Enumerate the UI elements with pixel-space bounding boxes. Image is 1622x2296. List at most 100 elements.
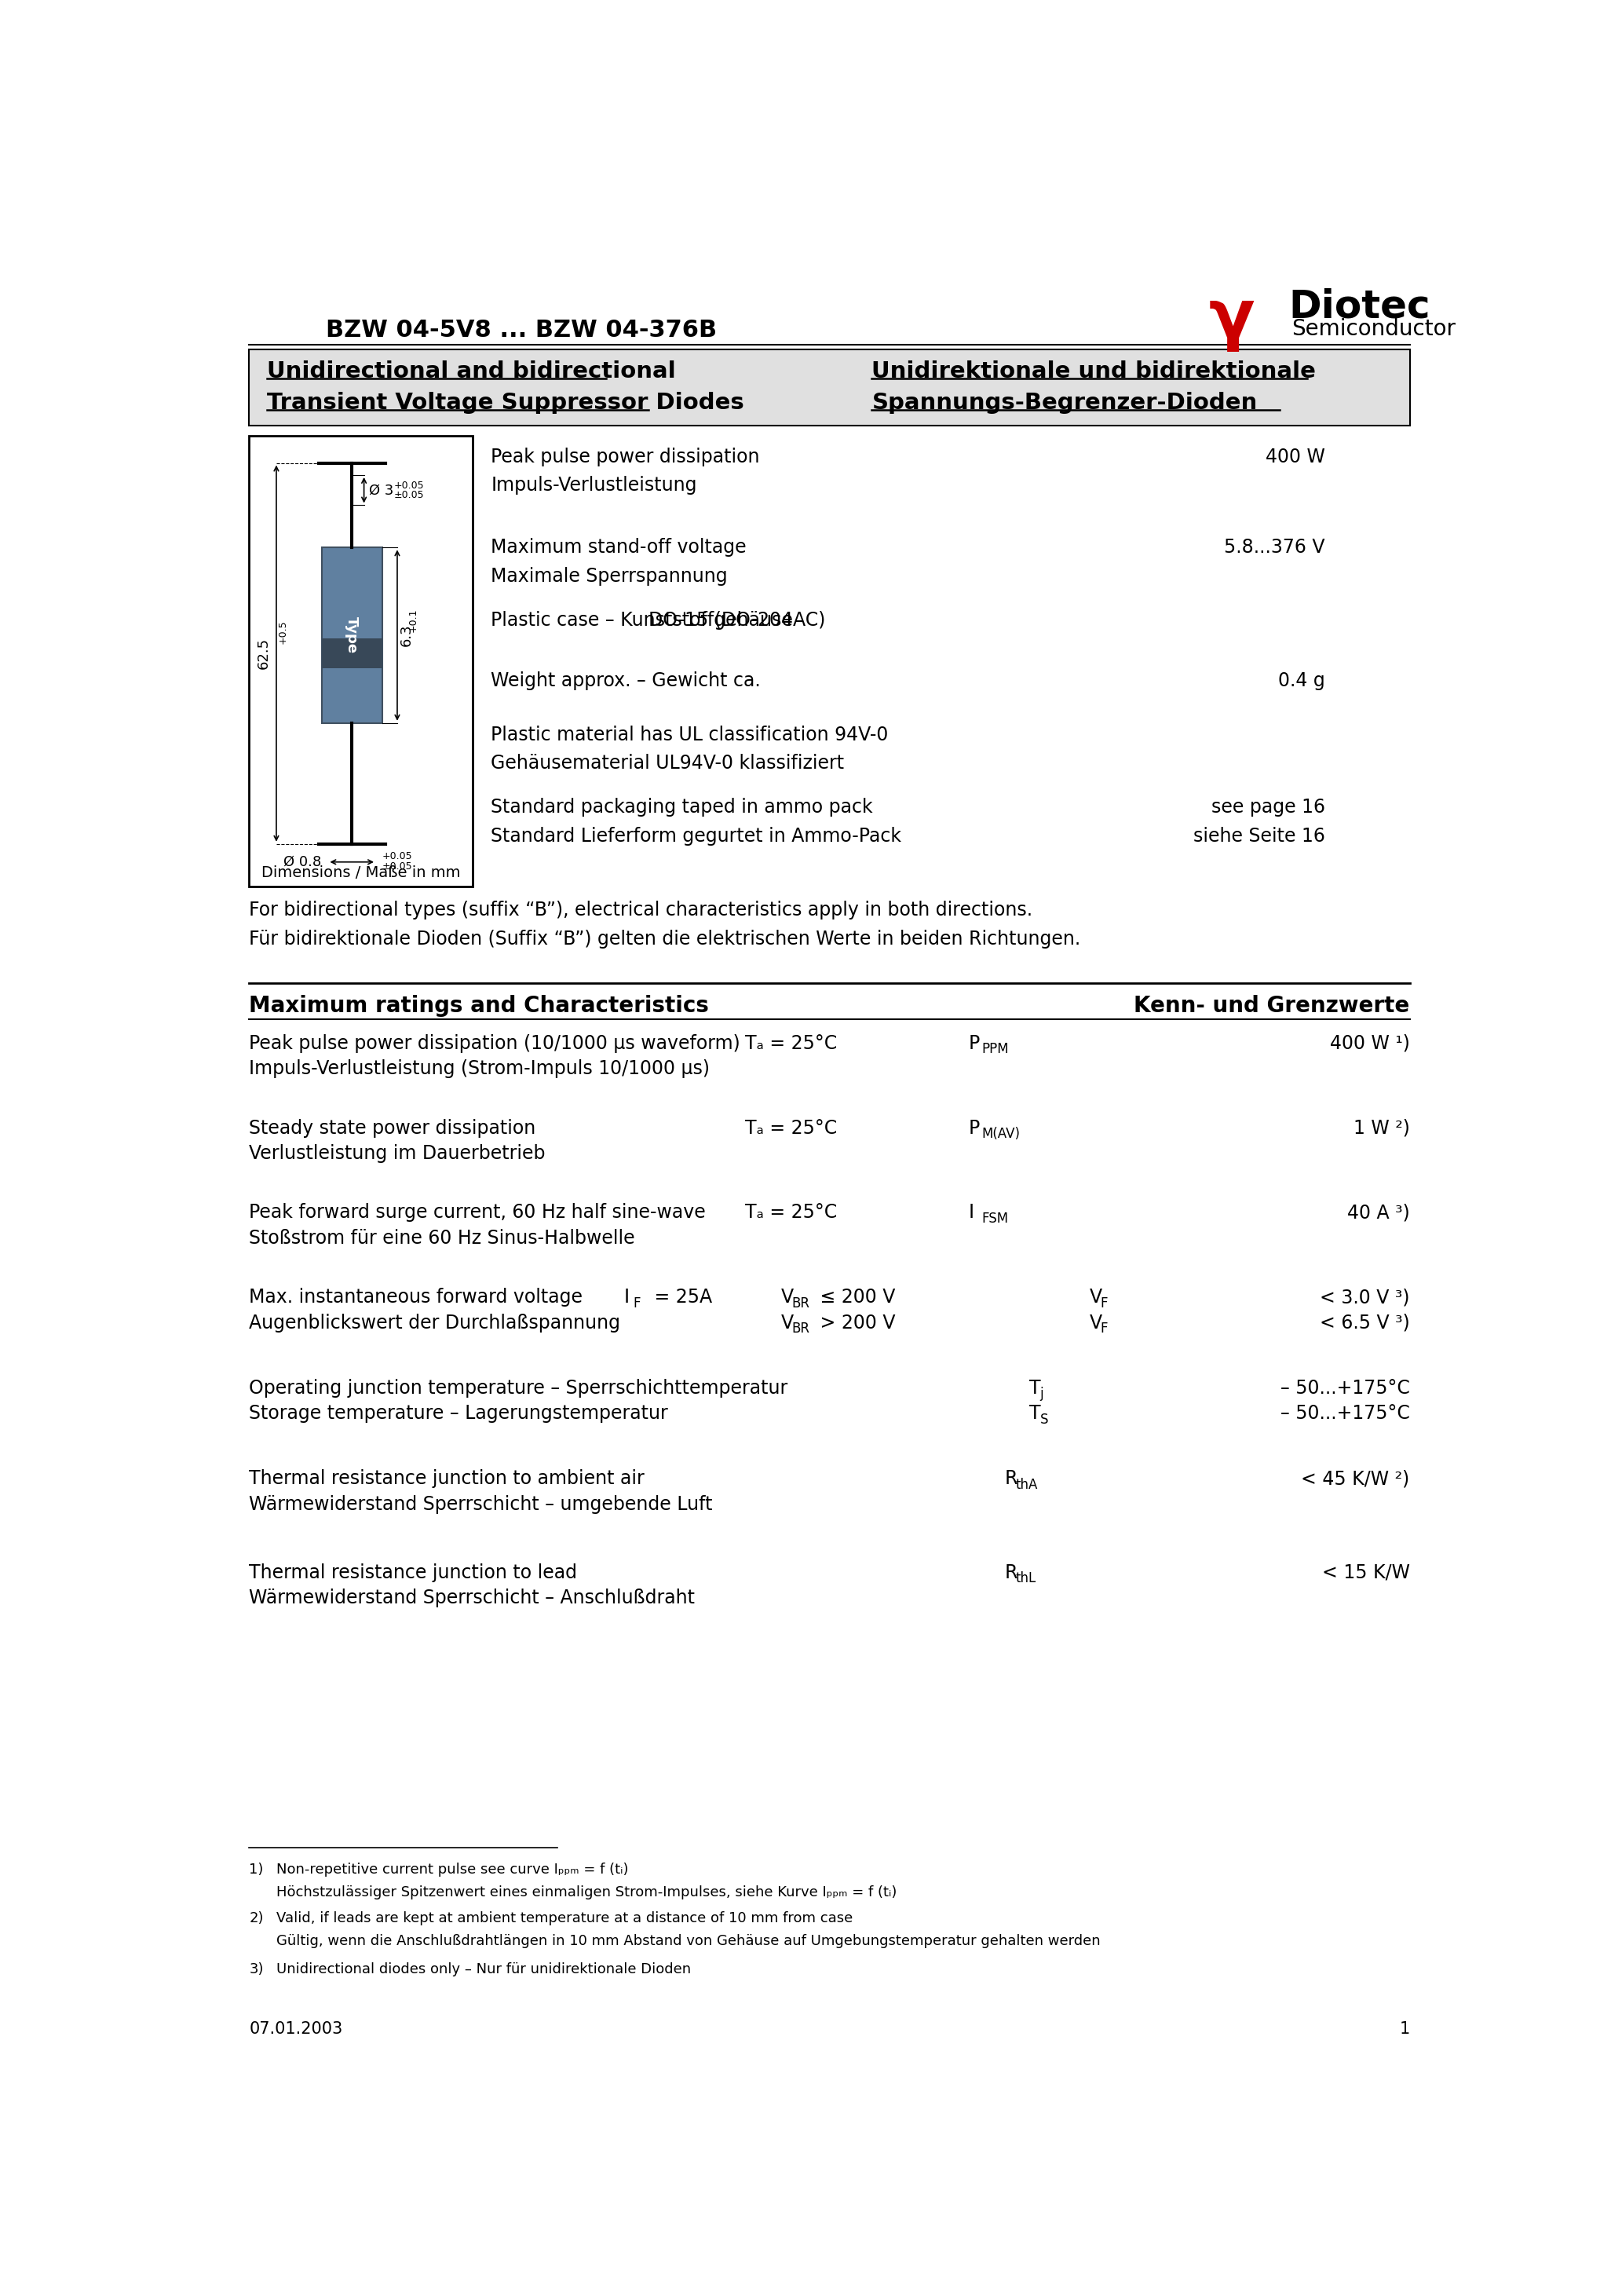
Text: F: F (1100, 1297, 1108, 1311)
Text: siehe Seite 16: siehe Seite 16 (1194, 827, 1325, 845)
Text: T: T (1028, 1378, 1040, 1398)
Text: Type: Type (345, 618, 358, 654)
Text: +0.1: +0.1 (409, 608, 418, 631)
Text: BR: BR (792, 1322, 809, 1336)
Text: Operating junction temperature – Sperrschichttemperatur: Operating junction temperature – Sperrsc… (250, 1378, 788, 1398)
Text: Ø 3: Ø 3 (368, 482, 394, 498)
Text: 1): 1) (250, 1862, 263, 1876)
Text: < 45 K/W ²): < 45 K/W ²) (1301, 1469, 1410, 1488)
Text: Peak pulse power dissipation (10/1000 μs waveform): Peak pulse power dissipation (10/1000 μs… (250, 1033, 740, 1054)
Text: Wärmewiderstand Sperrschicht – umgebende Luft: Wärmewiderstand Sperrschicht – umgebende… (250, 1495, 712, 1513)
Text: < 6.5 V ³): < 6.5 V ³) (1320, 1313, 1410, 1332)
Text: – 50...+175°C: – 50...+175°C (1280, 1403, 1410, 1424)
Text: M(AV): M(AV) (981, 1127, 1020, 1141)
Text: Gehäusematerial UL94V-0 klassifiziert: Gehäusematerial UL94V-0 klassifiziert (491, 753, 845, 774)
Text: see page 16: see page 16 (1212, 799, 1325, 817)
Text: Gültig, wenn die Anschlußdrahtlängen in 10 mm Abstand von Gehäuse auf Umgebungst: Gültig, wenn die Anschlußdrahtlängen in … (276, 1933, 1100, 1947)
Text: Thermal resistance junction to ambient air: Thermal resistance junction to ambient a… (250, 1469, 644, 1488)
Text: FSM: FSM (981, 1212, 1009, 1226)
Text: 400 W: 400 W (1265, 448, 1325, 466)
Text: Plastic case – Kunststoffgehäuse: Plastic case – Kunststoffgehäuse (491, 611, 793, 629)
Text: Peak forward surge current, 60 Hz half sine-wave: Peak forward surge current, 60 Hz half s… (250, 1203, 706, 1221)
Text: P: P (968, 1118, 980, 1137)
Text: S: S (1040, 1412, 1048, 1426)
Text: Transient Voltage Suppressor Diodes: Transient Voltage Suppressor Diodes (268, 393, 744, 413)
Text: 3): 3) (250, 1963, 264, 1977)
Text: Höchstzulässiger Spitzenwert eines einmaligen Strom-Impulses, siehe Kurve Iₚₚₘ =: Höchstzulässiger Spitzenwert eines einma… (276, 1885, 897, 1899)
Text: > 200 V: > 200 V (814, 1313, 895, 1332)
Text: Ø 0.8: Ø 0.8 (284, 854, 321, 870)
Text: Kenn- und Grenzwerte: Kenn- und Grenzwerte (1134, 994, 1410, 1017)
Text: Impuls-Verlustleistung (Strom-Impuls 10/1000 μs): Impuls-Verlustleistung (Strom-Impuls 10/… (250, 1058, 710, 1079)
Text: V: V (782, 1288, 793, 1306)
Text: Tₐ = 25°C: Tₐ = 25°C (744, 1033, 837, 1054)
Text: ±0.05: ±0.05 (394, 489, 425, 501)
Text: Storage temperature – Lagerungstemperatur: Storage temperature – Lagerungstemperatu… (250, 1403, 668, 1424)
Text: DO-15 (DO-204AC): DO-15 (DO-204AC) (649, 611, 826, 629)
Text: Dimensions / Maße in mm: Dimensions / Maße in mm (261, 866, 461, 879)
Text: V: V (1090, 1313, 1101, 1332)
Bar (250, 349, 1410, 425)
Text: Maximum ratings and Characteristics: Maximum ratings and Characteristics (250, 994, 709, 1017)
Text: BZW 04-5V8 ... BZW 04-376B: BZW 04-5V8 ... BZW 04-376B (326, 319, 717, 342)
Text: Thermal resistance junction to lead: Thermal resistance junction to lead (250, 1564, 577, 1582)
Text: γ: γ (1208, 287, 1254, 351)
Text: thL: thL (1015, 1570, 1036, 1587)
Text: R: R (1004, 1564, 1017, 1582)
Text: 6.3: 6.3 (399, 625, 414, 647)
Text: +0.05: +0.05 (383, 852, 412, 861)
Text: Impuls-Verlustleistung: Impuls-Verlustleistung (491, 475, 697, 494)
Text: Semiconductor: Semiconductor (1291, 317, 1457, 340)
Text: Max. instantaneous forward voltage: Max. instantaneous forward voltage (250, 1288, 582, 1306)
Text: Für bidirektionale Dioden (Suffix “B”) gelten die elektrischen Werte in beiden R: Für bidirektionale Dioden (Suffix “B”) g… (250, 930, 1080, 948)
Text: < 3.0 V ³): < 3.0 V ³) (1320, 1288, 1410, 1306)
Text: I: I (968, 1203, 975, 1221)
Text: Verlustleistung im Dauerbetrieb: Verlustleistung im Dauerbetrieb (250, 1143, 545, 1162)
Text: Steady state power dissipation: Steady state power dissipation (250, 1118, 535, 1137)
Text: thA: thA (1015, 1479, 1038, 1492)
Text: 62.5: 62.5 (256, 638, 271, 668)
Bar (321, 638, 383, 668)
Text: +0.05: +0.05 (394, 480, 425, 491)
Text: 40 A ³): 40 A ³) (1348, 1203, 1410, 1221)
Bar (321, 549, 383, 723)
Text: Tₐ = 25°C: Tₐ = 25°C (744, 1118, 837, 1137)
Text: Valid, if leads are kept at ambient temperature at a distance of 10 mm from case: Valid, if leads are kept at ambient temp… (276, 1910, 853, 1924)
Text: Standard Lieferform gegurtet in Ammo-Pack: Standard Lieferform gegurtet in Ammo-Pac… (491, 827, 902, 845)
Text: P: P (968, 1033, 980, 1054)
Text: Unidirektionale und bidirektionale: Unidirektionale und bidirektionale (871, 360, 1315, 381)
Text: F: F (633, 1297, 641, 1311)
Text: Maximum stand-off voltage: Maximum stand-off voltage (491, 537, 746, 558)
Bar (250, 436, 472, 886)
Text: Augenblickswert der Durchlaßspannung: Augenblickswert der Durchlaßspannung (250, 1313, 621, 1332)
Text: For bidirectional types (suffix “B”), electrical characteristics apply in both d: For bidirectional types (suffix “B”), el… (250, 900, 1033, 921)
Text: Peak pulse power dissipation: Peak pulse power dissipation (491, 448, 759, 466)
Text: 400 W ¹): 400 W ¹) (1330, 1033, 1410, 1054)
Text: Plastic material has UL classification 94V-0: Plastic material has UL classification 9… (491, 726, 889, 744)
Text: 2): 2) (250, 1910, 264, 1924)
Text: Non-repetitive current pulse see curve Iₚₚₘ = f (tᵢ): Non-repetitive current pulse see curve I… (276, 1862, 628, 1876)
Text: F: F (1100, 1322, 1108, 1336)
Text: ≤ 200 V: ≤ 200 V (814, 1288, 895, 1306)
Text: 1 W ²): 1 W ²) (1353, 1118, 1410, 1137)
Text: Unidirectional and bidirectional: Unidirectional and bidirectional (268, 360, 676, 381)
Text: Spannungs-Begrenzer-Dioden: Spannungs-Begrenzer-Dioden (871, 393, 1257, 413)
Text: Unidirectional diodes only – Nur für unidirektionale Dioden: Unidirectional diodes only – Nur für uni… (276, 1963, 691, 1977)
Text: BR: BR (792, 1297, 809, 1311)
Text: Diotec: Diotec (1289, 287, 1431, 326)
Text: < 15 K/W: < 15 K/W (1322, 1564, 1410, 1582)
Text: V: V (1090, 1288, 1101, 1306)
Text: Standard packaging taped in ammo pack: Standard packaging taped in ammo pack (491, 799, 873, 817)
Text: 5.8...376 V: 5.8...376 V (1225, 537, 1325, 558)
Text: Wärmewiderstand Sperrschicht – Anschlußdraht: Wärmewiderstand Sperrschicht – Anschlußd… (250, 1589, 696, 1607)
Text: ±0.05: ±0.05 (383, 861, 412, 872)
Text: V: V (782, 1313, 793, 1332)
Text: 1: 1 (1400, 2020, 1410, 2037)
Text: Maximale Sperrspannung: Maximale Sperrspannung (491, 567, 728, 585)
Text: R: R (1004, 1469, 1017, 1488)
Text: 0.4 g: 0.4 g (1278, 670, 1325, 691)
Text: PPM: PPM (981, 1042, 1009, 1056)
Text: Stoßstrom für eine 60 Hz Sinus-Halbwelle: Stoßstrom für eine 60 Hz Sinus-Halbwelle (250, 1228, 636, 1247)
Text: – 50...+175°C: – 50...+175°C (1280, 1378, 1410, 1398)
Text: Weight approx. – Gewicht ca.: Weight approx. – Gewicht ca. (491, 670, 761, 691)
